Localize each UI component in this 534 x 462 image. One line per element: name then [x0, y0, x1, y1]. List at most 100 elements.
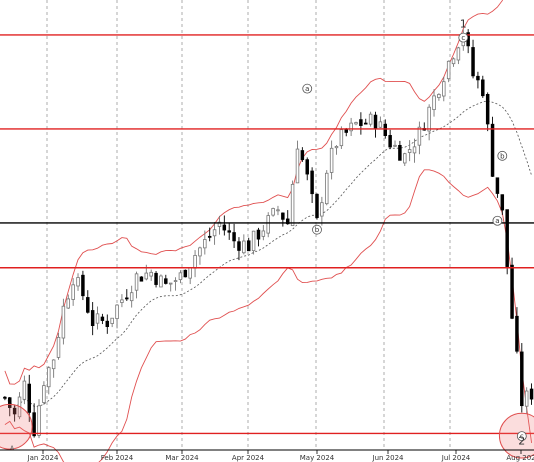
candle-body — [315, 193, 319, 218]
candle-body — [168, 282, 173, 285]
wave-label-circle — [516, 431, 527, 442]
candle-body — [427, 106, 431, 132]
x-tick-label: Feb 2024 — [101, 454, 134, 462]
candle-body — [490, 123, 495, 177]
candle-body — [56, 336, 61, 358]
wave-label-a: a — [495, 217, 499, 225]
wave-label-c: c — [461, 34, 465, 42]
candle-body — [364, 122, 368, 125]
candle-body — [290, 183, 295, 227]
candle-body — [388, 135, 392, 148]
candle-body — [212, 229, 217, 237]
wave-label-circle — [302, 83, 313, 94]
candle-body — [417, 126, 422, 146]
candle-body — [27, 383, 32, 413]
x-tick-label: Mar 2024 — [165, 454, 199, 462]
candle-body — [193, 255, 197, 269]
candle-body — [261, 230, 266, 237]
candle-body — [344, 128, 348, 133]
candle-body — [47, 367, 51, 388]
candle-body — [227, 230, 231, 233]
candle-body — [281, 212, 285, 220]
grid — [46, 0, 451, 450]
candle-body — [334, 145, 339, 149]
candle-body — [237, 241, 241, 251]
candle-body — [149, 271, 153, 277]
candle-body — [154, 272, 158, 285]
candle-body — [407, 149, 412, 153]
candle-body — [373, 114, 378, 129]
candle-body — [105, 320, 110, 327]
x-tick-label: May 2024 — [300, 454, 335, 462]
candle-body — [295, 148, 300, 184]
candle-body — [71, 284, 75, 300]
candle-body — [329, 147, 334, 173]
candle-body — [183, 269, 188, 278]
candle-body — [246, 240, 251, 252]
candle-body — [437, 93, 441, 99]
candle-body — [403, 153, 407, 164]
candle-body — [198, 247, 202, 257]
candle-body — [144, 272, 149, 280]
candle-body — [442, 81, 446, 97]
candle-body — [129, 292, 134, 302]
candle-body — [51, 359, 56, 370]
wave-label-circle — [497, 150, 508, 161]
candle-body — [432, 95, 436, 111]
candle-body — [471, 47, 475, 77]
candle-body — [510, 264, 514, 319]
candle-body — [22, 380, 27, 400]
candle-body — [383, 123, 388, 136]
x-tick-label: Jul 2024 — [441, 454, 471, 462]
x-tick-label: Apr 2024 — [232, 454, 265, 462]
candle-body — [3, 396, 7, 399]
horizontal-levels — [0, 34, 534, 435]
candle-body — [164, 278, 168, 284]
candle-body — [266, 215, 270, 234]
candle-body — [339, 129, 344, 147]
candle-body — [398, 145, 402, 161]
highlight-circle — [0, 403, 33, 450]
lower-band — [4, 169, 533, 462]
candle-body — [310, 170, 314, 195]
candle-body — [349, 122, 353, 132]
middle-band — [4, 100, 532, 407]
wave-label-circle — [312, 224, 322, 235]
candle-body — [159, 275, 163, 288]
candle-body — [217, 221, 222, 227]
candle-body — [173, 280, 178, 282]
candle-body — [110, 317, 114, 324]
candle-body — [451, 58, 456, 65]
wave-label-b: b — [315, 226, 320, 234]
candle-body — [524, 390, 529, 407]
candle-body — [178, 272, 183, 281]
candle-body — [134, 273, 139, 291]
candle-body — [515, 315, 519, 352]
candle-body — [207, 235, 212, 238]
x-tick-label: Jun 2024 — [372, 454, 405, 462]
candle-body — [446, 60, 451, 80]
candle-body — [485, 93, 490, 125]
candle-body — [359, 119, 363, 126]
candle-body — [100, 316, 105, 321]
candle-body — [115, 304, 119, 320]
candle-body — [242, 240, 246, 254]
candle-body — [285, 218, 290, 225]
candle-body — [529, 388, 534, 400]
wave-label-b: b — [500, 152, 505, 160]
candle-body — [300, 150, 305, 161]
candles — [3, 29, 534, 439]
candle-body — [505, 209, 509, 267]
small-label: A — [10, 445, 15, 452]
x-tick-label: Aug 202 — [506, 454, 534, 462]
candle-body — [37, 405, 41, 436]
x-tick-label: Jan 2024 — [27, 454, 59, 462]
wave-label-1: 1 — [460, 17, 467, 30]
candle-body — [251, 230, 256, 252]
candle-body — [354, 122, 358, 125]
wave-label-circle — [492, 215, 503, 226]
candle-body — [476, 75, 480, 81]
candle-body — [66, 298, 71, 309]
